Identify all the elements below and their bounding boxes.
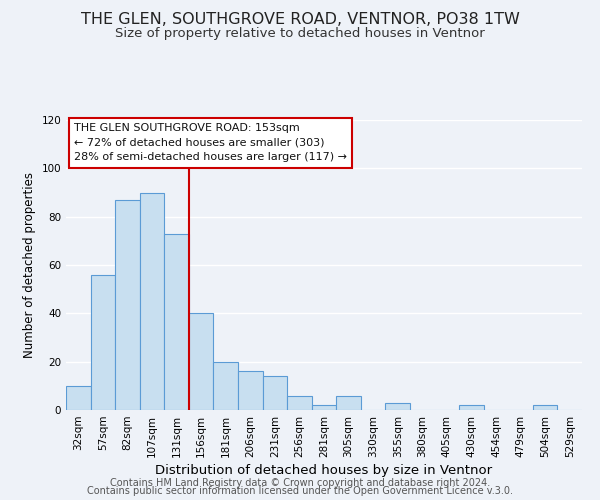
Text: Size of property relative to detached houses in Ventnor: Size of property relative to detached ho… [115, 28, 485, 40]
Bar [385, 403, 410, 410]
Bar [336, 396, 361, 410]
Bar [189, 314, 214, 410]
Text: THE GLEN, SOUTHGROVE ROAD, VENTNOR, PO38 1TW: THE GLEN, SOUTHGROVE ROAD, VENTNOR, PO38… [80, 12, 520, 28]
Bar [66, 386, 91, 410]
Bar [287, 396, 312, 410]
Bar [140, 192, 164, 410]
Bar [459, 405, 484, 410]
Bar [312, 405, 336, 410]
X-axis label: Distribution of detached houses by size in Ventnor: Distribution of detached houses by size … [155, 464, 493, 477]
Bar [263, 376, 287, 410]
Text: Contains HM Land Registry data © Crown copyright and database right 2024.: Contains HM Land Registry data © Crown c… [110, 478, 490, 488]
Bar [533, 405, 557, 410]
Bar [91, 274, 115, 410]
Y-axis label: Number of detached properties: Number of detached properties [23, 172, 36, 358]
Text: Contains public sector information licensed under the Open Government Licence v.: Contains public sector information licen… [87, 486, 513, 496]
Bar [214, 362, 238, 410]
Bar [115, 200, 140, 410]
Bar [238, 372, 263, 410]
Text: THE GLEN SOUTHGROVE ROAD: 153sqm
← 72% of detached houses are smaller (303)
28% : THE GLEN SOUTHGROVE ROAD: 153sqm ← 72% o… [74, 123, 347, 162]
Bar [164, 234, 189, 410]
